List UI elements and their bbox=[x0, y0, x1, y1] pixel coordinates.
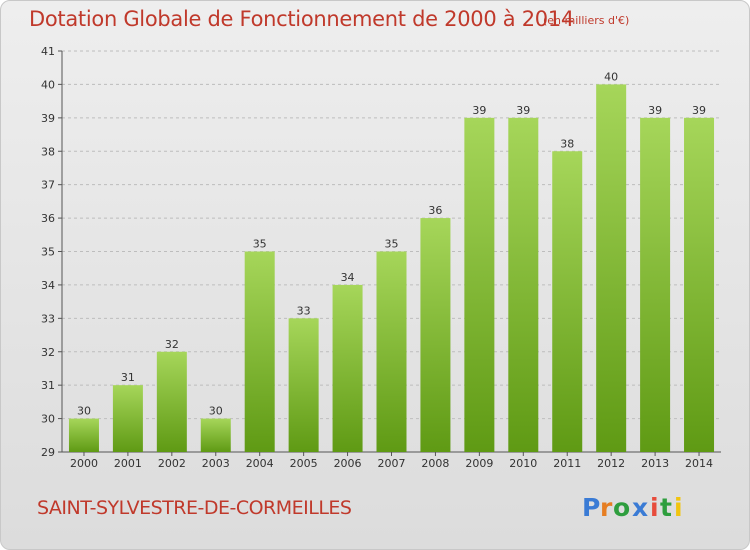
data-label-2006: 34 bbox=[341, 271, 355, 284]
chart-subtitle: (en milliers d'€) bbox=[543, 14, 630, 27]
bar-2008 bbox=[420, 218, 451, 452]
x-tick-label-2011: 2011 bbox=[553, 457, 581, 470]
bar-2000 bbox=[68, 418, 99, 452]
data-label-2008: 36 bbox=[428, 204, 442, 217]
bar-2014 bbox=[684, 117, 715, 452]
data-label-2005: 33 bbox=[297, 304, 311, 317]
x-tick-label-2008: 2008 bbox=[421, 457, 449, 470]
bar-2003 bbox=[200, 418, 231, 452]
y-tick-label: 35 bbox=[41, 246, 55, 259]
data-label-2014: 39 bbox=[692, 104, 706, 117]
y-tick-label: 33 bbox=[41, 312, 55, 325]
bar-2012 bbox=[596, 84, 627, 453]
data-label-2010: 39 bbox=[516, 104, 530, 117]
x-tick-label-2002: 2002 bbox=[158, 457, 186, 470]
y-tick-label: 29 bbox=[41, 446, 55, 459]
bar-2005 bbox=[288, 318, 319, 452]
svg-text:r: r bbox=[600, 493, 613, 522]
x-tick-label-2001: 2001 bbox=[114, 457, 142, 470]
y-tick-label: 39 bbox=[41, 112, 55, 125]
y-tick-label: 41 bbox=[41, 45, 55, 58]
svg-text:P: P bbox=[582, 493, 600, 522]
svg-text:i: i bbox=[650, 493, 659, 522]
x-tick-label-2014: 2014 bbox=[685, 457, 713, 470]
y-tick-label: 31 bbox=[41, 379, 55, 392]
data-label-2009: 39 bbox=[472, 104, 486, 117]
x-tick-label-2005: 2005 bbox=[290, 457, 318, 470]
data-label-2004: 35 bbox=[253, 238, 267, 251]
commune-name: SAINT-SYLVESTRE-DE-CORMEILLES bbox=[37, 497, 352, 519]
svg-text:i: i bbox=[674, 493, 683, 522]
svg-text:o: o bbox=[613, 493, 630, 522]
data-label-2007: 35 bbox=[385, 238, 399, 251]
x-tick-label-2003: 2003 bbox=[202, 457, 230, 470]
data-label-2000: 30 bbox=[77, 405, 91, 418]
proxiti-logo: P r o x i t i bbox=[582, 493, 683, 522]
chart-title: Dotation Globale de Fonctionnement de 20… bbox=[29, 7, 574, 31]
bars bbox=[68, 84, 715, 453]
x-tick-label-2012: 2012 bbox=[597, 457, 625, 470]
bar-2011 bbox=[552, 151, 583, 452]
y-tick-label: 40 bbox=[41, 78, 55, 91]
y-tick-label: 32 bbox=[41, 346, 55, 359]
bar-2002 bbox=[156, 351, 187, 452]
x-tick-label-2009: 2009 bbox=[465, 457, 493, 470]
bar-2010 bbox=[508, 117, 539, 452]
x-tick-label-2000: 2000 bbox=[70, 457, 98, 470]
data-label-2011: 38 bbox=[560, 137, 574, 150]
y-tick-label: 38 bbox=[41, 145, 55, 158]
x-tick-label-2004: 2004 bbox=[246, 457, 274, 470]
y-tick-label: 30 bbox=[41, 413, 55, 426]
bar-2006 bbox=[332, 284, 363, 452]
svg-text:t: t bbox=[660, 493, 672, 522]
bar-2004 bbox=[244, 251, 275, 452]
labels: 30 2000 31 2001 32 2002 30 2003 35 2004 33 2005 34 20… bbox=[70, 70, 713, 470]
bar-2001 bbox=[112, 385, 143, 452]
y-tick-label: 36 bbox=[41, 212, 55, 225]
x-tick-label-2013: 2013 bbox=[641, 457, 669, 470]
x-tick-label-2010: 2010 bbox=[509, 457, 537, 470]
bar-2007 bbox=[376, 251, 407, 452]
data-label-2003: 30 bbox=[209, 405, 223, 418]
data-label-2002: 32 bbox=[165, 338, 179, 351]
bar-2009 bbox=[464, 117, 495, 452]
x-tick-label-2007: 2007 bbox=[378, 457, 406, 470]
bar-2013 bbox=[640, 117, 671, 452]
data-label-2012: 40 bbox=[604, 70, 618, 83]
y-tick-label: 34 bbox=[41, 279, 55, 292]
svg-text:x: x bbox=[632, 493, 648, 522]
data-label-2001: 31 bbox=[121, 371, 135, 384]
data-label-2013: 39 bbox=[648, 104, 662, 117]
y-tick-label: 37 bbox=[41, 179, 55, 192]
x-tick-label-2006: 2006 bbox=[334, 457, 362, 470]
